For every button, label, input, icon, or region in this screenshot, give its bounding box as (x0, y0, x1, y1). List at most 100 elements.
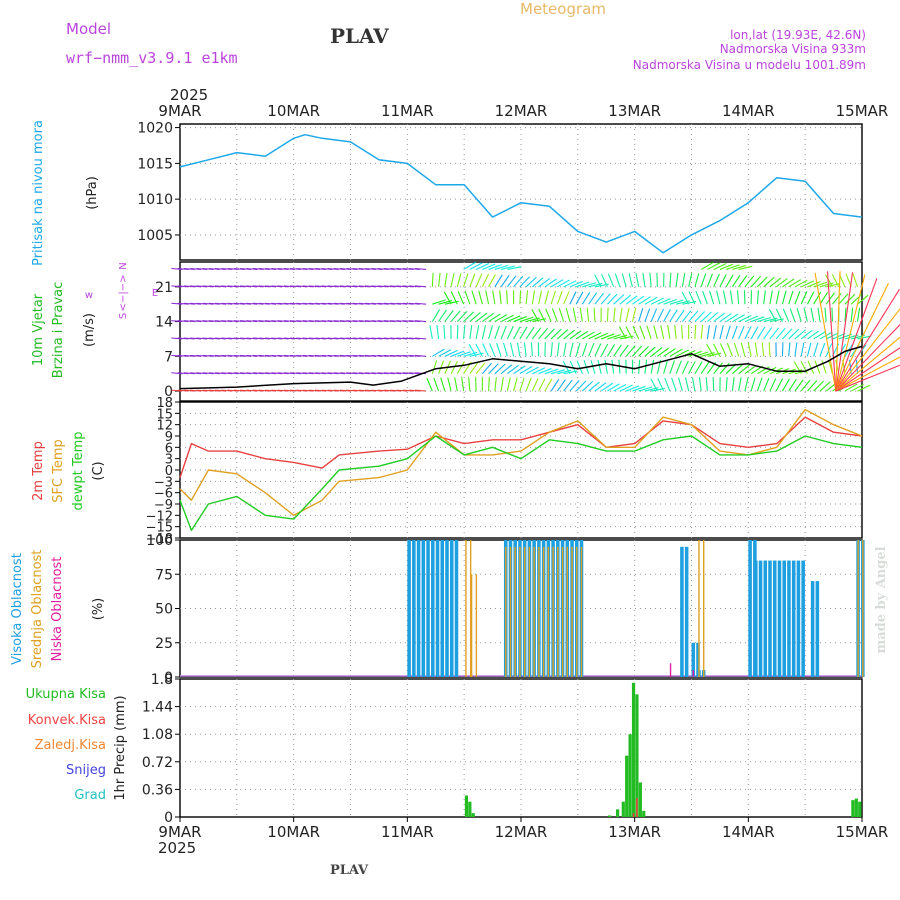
wind-arrow (769, 327, 779, 340)
precip-bar-total (858, 801, 862, 817)
wind-arrow (494, 363, 506, 375)
wind-arrow (569, 330, 582, 340)
wind-arrow (556, 290, 563, 305)
wind-arrow (800, 291, 808, 305)
wind-arrow (538, 367, 552, 375)
wind-arrow (800, 329, 813, 340)
precip-bar-total (635, 694, 639, 817)
wind-arrow (819, 292, 829, 305)
wind-arrow (525, 276, 537, 288)
wind-arrow (675, 309, 685, 322)
temp-ytick-label: 0 (165, 464, 173, 479)
temp-ytick-label: 3 (165, 453, 173, 468)
wind-arrow (604, 359, 608, 374)
wind-arrow (757, 276, 768, 288)
wind-arrow (550, 342, 553, 357)
cloud-bar-high (796, 560, 801, 677)
wind-arrow (738, 265, 753, 270)
cloud-ytick-label: 0 (164, 670, 173, 686)
wind-arrow (713, 273, 720, 288)
cloud-ytick-label: 100 (146, 533, 173, 549)
wind-arrow (463, 324, 466, 339)
wind-arrow (488, 363, 499, 375)
wind-arrow (694, 324, 697, 339)
precip-ytick-label: 1.8 (151, 672, 173, 688)
compass-south: S (118, 313, 129, 319)
wind-arrow (726, 343, 733, 357)
wind-arrow (482, 312, 495, 323)
wind-arrow (563, 379, 573, 392)
top-time-label: 12MAR (495, 102, 548, 120)
wind-arrow (695, 291, 702, 305)
wind-arrow (781, 290, 787, 305)
wind-arrow (810, 307, 815, 322)
wind-arrow (669, 272, 672, 287)
wind-arrow (557, 279, 570, 288)
wind-arrow (582, 282, 596, 288)
wind-arrow (825, 292, 835, 305)
wind-arrow (431, 309, 441, 322)
wind-arrow (519, 276, 530, 288)
wind-arrow (707, 262, 721, 270)
wind-arrow (607, 334, 621, 340)
wind-arrow (631, 307, 637, 322)
wind-arrow (681, 360, 689, 374)
wind-arrow (469, 325, 473, 340)
wind-arrow (594, 343, 602, 357)
wind-arrow (855, 359, 859, 374)
wind-fan-arrow (835, 282, 889, 392)
wind-fan-arrow (835, 271, 841, 392)
wind-arrow (744, 315, 759, 323)
wind-arrow (650, 347, 663, 357)
wind-arrow (794, 342, 798, 357)
station-title: PLAV (330, 24, 389, 48)
wind-arrow (475, 343, 483, 357)
wind-arrow (733, 342, 740, 357)
wind-arrow (478, 290, 483, 305)
temp-ytick-label: 15 (156, 407, 173, 422)
wind-arrow (715, 290, 721, 305)
wind-arrow (838, 293, 849, 305)
wind-arrow (663, 360, 669, 374)
wind-arrow (468, 377, 471, 392)
wind-arrow (481, 325, 487, 340)
wind-arrow (600, 273, 608, 288)
wind-arrow (618, 326, 627, 340)
cloud-bar-high (748, 540, 752, 677)
wind-arrow (450, 291, 458, 305)
wind-arrow (763, 277, 775, 288)
wind-arrow (814, 360, 821, 374)
wind-arrow (597, 359, 602, 374)
wind-arrow (642, 272, 646, 287)
cloud-bar-high (791, 560, 796, 677)
model-label: Model (66, 20, 111, 38)
precip-ytick-label: 0.72 (142, 755, 173, 771)
wind-arrow (463, 261, 476, 270)
cloud-bar-high (449, 540, 454, 677)
wind-arrow (494, 377, 497, 392)
temp-ytick-label: −18 (146, 532, 173, 547)
precip-ytick-label: 1.08 (142, 727, 173, 743)
wind-arrow (607, 273, 615, 288)
wind-arrow (415, 389, 427, 392)
temp-unit: (C) (91, 461, 106, 480)
wind-arrow (582, 381, 593, 392)
wind-fan-arrow (835, 323, 900, 392)
wind-arrow (660, 325, 665, 340)
cloud-bar-high (815, 581, 820, 677)
wind-arrow (531, 290, 536, 305)
wind-arrow (569, 280, 583, 288)
wind-arrow (461, 377, 465, 392)
wind-arrow (800, 342, 805, 357)
wind-arrow (638, 308, 644, 322)
wind-arrow (707, 311, 719, 322)
bottom-time-label: 12MAR (495, 823, 548, 841)
wind-arrow (706, 325, 710, 340)
wind-arrow (507, 315, 521, 323)
wind-arrow (556, 379, 566, 392)
top-time-label: 15MAR (836, 102, 889, 120)
wind-arrow (619, 384, 633, 392)
wind-arrow (588, 292, 598, 305)
wind-arrow (788, 290, 794, 305)
wind-arrow (632, 325, 640, 340)
